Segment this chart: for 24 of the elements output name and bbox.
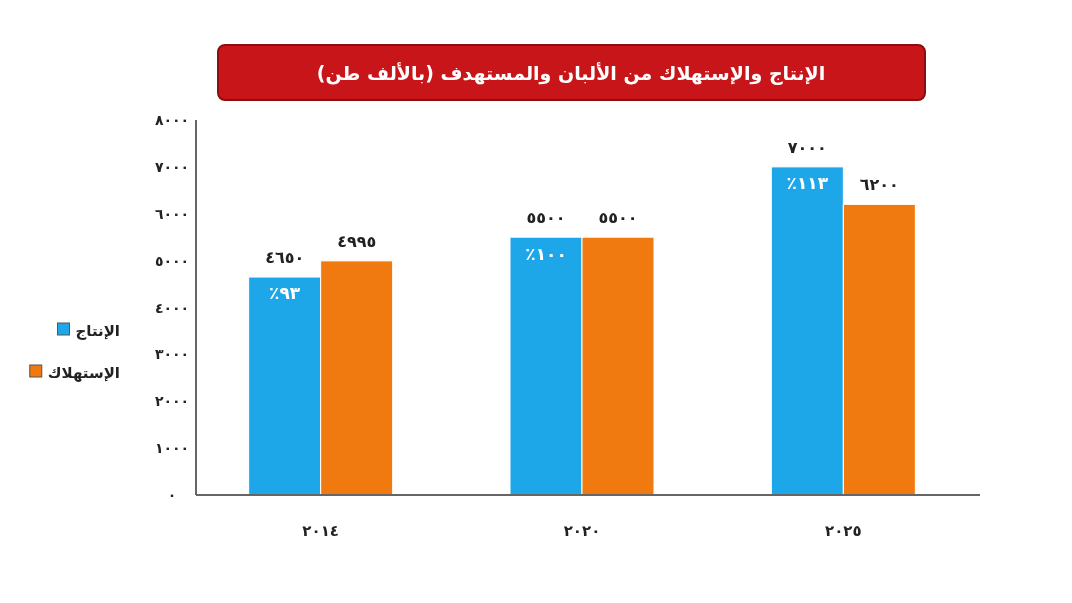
data-label: ٥٥٠٠ (526, 208, 566, 228)
y-tick-label: ٦٠٠٠ (154, 205, 190, 222)
x-tick-label: ٢٠٢٠ (563, 522, 601, 540)
y-tick-label: ٥٠٠٠ (154, 252, 190, 269)
y-tick-label: ٤٠٠٠ (154, 299, 190, 316)
legend-label: الإستهلاك (47, 364, 120, 382)
x-tick-label: ٢٠٢٥ (825, 522, 862, 540)
y-tick-label: ٨٠٠٠ (154, 112, 190, 128)
y-tick-label: ١٠٠٠ (154, 440, 190, 457)
y-tick-label: ٧٠٠٠ (154, 158, 190, 175)
x-tick-label: ٢٠١٤ (302, 522, 339, 540)
annotation: ١٠٠٪ (525, 243, 567, 264)
data-label: ٦٢٠٠ (859, 175, 899, 195)
annotation: ١١٣٪ (786, 173, 829, 194)
data-label: ٧٠٠٠ (787, 137, 827, 157)
y-tick-label: ٠ (167, 487, 177, 503)
data-label: ٤٩٩٥ (337, 231, 377, 251)
data-label: ٤٦٥٠ (265, 248, 305, 268)
legend-label: الإنتاج (75, 322, 120, 340)
y-tick-label: ٢٠٠٠ (154, 393, 190, 410)
y-tick-label: ٣٠٠٠ (154, 346, 190, 363)
data-label: ٥٥٠٠ (598, 208, 638, 228)
annotation: ٩٣٪ (269, 283, 301, 304)
chart-title: الإنتاج والإستهلاك من الألبان والمستهدف (بالألف طن) (316, 62, 826, 85)
